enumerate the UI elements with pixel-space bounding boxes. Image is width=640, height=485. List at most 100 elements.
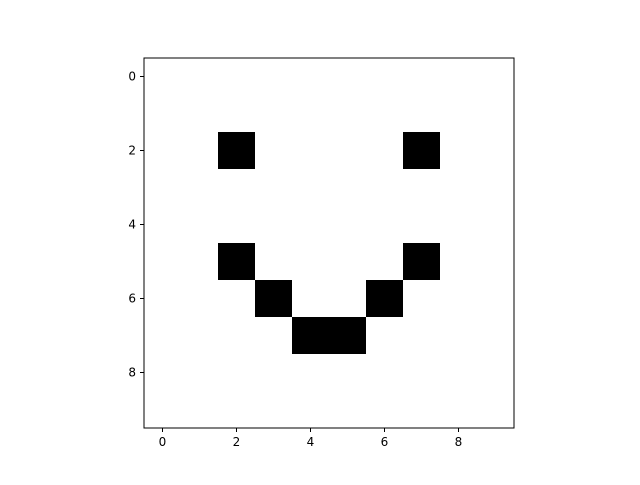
heatmap-cell-r4-c3: [255, 206, 293, 244]
heatmap-cell-r7-c7: [403, 317, 441, 355]
heatmap-cell-r7-c4: [292, 317, 330, 355]
heatmap-cell-r5-c3: [255, 243, 293, 281]
heatmap-cell-r1-c5: [329, 95, 367, 133]
heatmap-cell-r1-c7: [403, 95, 441, 133]
y-tick-label: 8: [128, 366, 136, 380]
heatmap-cell-r3-c2: [218, 169, 256, 207]
heatmap-cell-r2-c7: [403, 132, 441, 170]
heatmap-cell-r2-c6: [366, 132, 404, 170]
heatmap-cell-r2-c4: [292, 132, 330, 170]
heatmap-cell-r0-c6: [366, 58, 404, 96]
y-tick-label: 4: [128, 218, 136, 232]
heatmap-cell-r3-c1: [181, 169, 219, 207]
heatmap-cell-r6-c4: [292, 280, 330, 318]
heatmap-cell-r8-c4: [292, 354, 330, 392]
heatmap-cell-r9-c9: [477, 391, 515, 429]
heatmap-cell-r1-c9: [477, 95, 515, 133]
x-tick-label: 0: [159, 435, 167, 449]
y-axis-ticks: 0 2 4 6 8: [128, 70, 144, 380]
heatmap-cell-r3-c4: [292, 169, 330, 207]
heatmap-cell-r1-c4: [292, 95, 330, 133]
heatmap-cell-r7-c6: [366, 317, 404, 355]
heatmap-cell-r5-c6: [366, 243, 404, 281]
heatmap-cell-r6-c0: [144, 280, 182, 318]
x-tick-label: 2: [233, 435, 241, 449]
heatmap-cell-r1-c2: [218, 95, 256, 133]
heatmap-cell-r4-c2: [218, 206, 256, 244]
heatmap-cell-r1-c8: [440, 95, 478, 133]
y-tick-label: 6: [128, 292, 136, 306]
heatmap-cell-r6-c9: [477, 280, 515, 318]
heatmap-cell-r9-c3: [255, 391, 293, 429]
heatmap-cell-r5-c2: [218, 243, 256, 281]
heatmap-cell-r9-c1: [181, 391, 219, 429]
heatmap-cell-r3-c7: [403, 169, 441, 207]
heatmap-cell-r7-c9: [477, 317, 515, 355]
heatmap-cell-r0-c9: [477, 58, 515, 96]
heatmap-cell-r7-c0: [144, 317, 182, 355]
heatmap-cell-r6-c8: [440, 280, 478, 318]
heatmap-cell-r6-c6: [366, 280, 404, 318]
heatmap-cell-r2-c3: [255, 132, 293, 170]
heatmap-cell-r0-c2: [218, 58, 256, 96]
heatmap-cell-r1-c6: [366, 95, 404, 133]
heatmap-cell-r5-c4: [292, 243, 330, 281]
heatmap-cell-r8-c0: [144, 354, 182, 392]
heatmap-cell-r0-c7: [403, 58, 441, 96]
heatmap-cell-r3-c3: [255, 169, 293, 207]
heatmap-cell-r9-c2: [218, 391, 256, 429]
heatmap-cell-r3-c6: [366, 169, 404, 207]
heatmap-cell-r2-c2: [218, 132, 256, 170]
y-tick-label: 2: [128, 144, 136, 158]
x-tick-label: 4: [307, 435, 315, 449]
heatmap-cell-r5-c5: [329, 243, 367, 281]
heatmap-cell-r8-c9: [477, 354, 515, 392]
heatmap-cell-r0-c0: [144, 58, 182, 96]
heatmap-cell-r7-c1: [181, 317, 219, 355]
heatmap-cell-r2-c9: [477, 132, 515, 170]
x-axis-ticks: 0 2 4 6 8: [159, 428, 463, 449]
heatmap-cell-r8-c1: [181, 354, 219, 392]
heatmap-cell-r5-c9: [477, 243, 515, 281]
heatmap-cell-r6-c2: [218, 280, 256, 318]
heatmap-cell-r0-c3: [255, 58, 293, 96]
heatmap-cell-r2-c1: [181, 132, 219, 170]
x-tick-label: 8: [455, 435, 463, 449]
heatmap-cell-r2-c0: [144, 132, 182, 170]
heatmap-cell-r8-c2: [218, 354, 256, 392]
heatmap-cell-r9-c5: [329, 391, 367, 429]
heatmap-cell-r4-c7: [403, 206, 441, 244]
heatmap-cell-r2-c8: [440, 132, 478, 170]
heatmap-cell-r6-c3: [255, 280, 293, 318]
heatmap-cell-r9-c4: [292, 391, 330, 429]
heatmap-cell-r5-c8: [440, 243, 478, 281]
heatmap-cell-r0-c8: [440, 58, 478, 96]
heatmap-cell-r8-c3: [255, 354, 293, 392]
heatmap-cell-r6-c1: [181, 280, 219, 318]
heatmap-cell-r4-c1: [181, 206, 219, 244]
heatmap-cell-r3-c5: [329, 169, 367, 207]
heatmap-cell-r8-c5: [329, 354, 367, 392]
heatmap-cell-r7-c8: [440, 317, 478, 355]
heatmap-cell-r6-c7: [403, 280, 441, 318]
axes-frame: [143, 57, 515, 429]
heatmap-cell-r2-c5: [329, 132, 367, 170]
heatmap-cell-r7-c5: [329, 317, 367, 355]
heatmap-cell-r3-c9: [477, 169, 515, 207]
heatmap-cell-r5-c1: [181, 243, 219, 281]
heatmap-cell-r1-c3: [255, 95, 293, 133]
heatmap-cell-r4-c8: [440, 206, 478, 244]
heatmap-cell-r5-c0: [144, 243, 182, 281]
heatmap-cell-r7-c3: [255, 317, 293, 355]
heatmap-cell-r7-c2: [218, 317, 256, 355]
heatmap-cell-r8-c8: [440, 354, 478, 392]
heatmap-cell-r0-c5: [329, 58, 367, 96]
y-tick-label: 0: [128, 70, 136, 84]
heatmap-cell-r4-c4: [292, 206, 330, 244]
heatmap-cells: [144, 58, 515, 429]
heatmap-cell-r3-c0: [144, 169, 182, 207]
heatmap-cell-r4-c0: [144, 206, 182, 244]
heatmap-cell-r5-c7: [403, 243, 441, 281]
